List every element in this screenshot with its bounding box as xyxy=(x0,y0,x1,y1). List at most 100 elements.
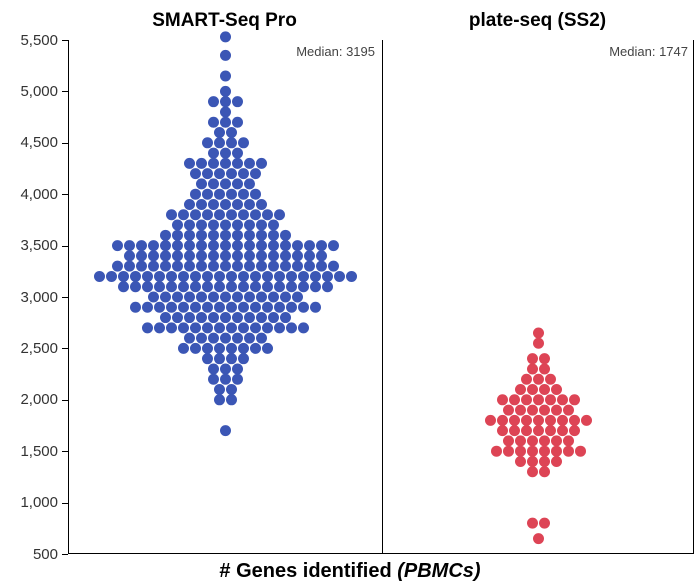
data-point xyxy=(202,353,213,364)
y-tick-label: 1,500 xyxy=(20,443,58,460)
data-point xyxy=(148,292,159,303)
data-point xyxy=(190,189,201,200)
data-point xyxy=(232,158,243,169)
data-point xyxy=(226,322,237,333)
data-point xyxy=(202,322,213,333)
data-point xyxy=(160,250,171,261)
data-point xyxy=(190,209,201,220)
data-point xyxy=(232,261,243,272)
data-point xyxy=(521,415,532,426)
data-point xyxy=(226,353,237,364)
data-point xyxy=(286,281,297,292)
data-point xyxy=(292,240,303,251)
data-point xyxy=(208,292,219,303)
data-point xyxy=(220,117,231,128)
data-point xyxy=(142,322,153,333)
data-point xyxy=(238,322,249,333)
data-point xyxy=(268,240,279,251)
data-point xyxy=(328,240,339,251)
data-point xyxy=(292,292,303,303)
y-tick xyxy=(62,503,68,504)
data-point xyxy=(551,435,562,446)
series-title-0: SMART-Seq Pro xyxy=(152,10,297,32)
data-point xyxy=(196,240,207,251)
data-point xyxy=(533,374,544,385)
data-point xyxy=(298,271,309,282)
data-point xyxy=(178,209,189,220)
data-point xyxy=(250,343,261,354)
data-point xyxy=(244,240,255,251)
y-tick xyxy=(62,91,68,92)
data-point xyxy=(178,271,189,282)
data-point xyxy=(166,271,177,282)
data-point xyxy=(220,230,231,241)
data-point xyxy=(196,333,207,344)
data-point xyxy=(220,333,231,344)
data-point xyxy=(539,405,550,416)
data-point xyxy=(256,292,267,303)
data-point xyxy=(250,168,261,179)
data-point xyxy=(244,158,255,169)
data-point xyxy=(268,220,279,231)
data-point xyxy=(226,281,237,292)
data-point xyxy=(196,292,207,303)
data-point xyxy=(268,250,279,261)
data-point xyxy=(148,240,159,251)
data-point xyxy=(124,250,135,261)
data-point xyxy=(190,322,201,333)
data-point xyxy=(166,322,177,333)
y-tick xyxy=(62,143,68,144)
data-point xyxy=(322,271,333,282)
data-point xyxy=(172,230,183,241)
data-point xyxy=(154,271,165,282)
data-point xyxy=(527,456,538,467)
data-point xyxy=(533,394,544,405)
data-point xyxy=(539,456,550,467)
data-point xyxy=(214,394,225,405)
data-point xyxy=(220,31,231,42)
data-point xyxy=(190,343,201,354)
data-point xyxy=(533,415,544,426)
data-point xyxy=(557,394,568,405)
data-point xyxy=(539,446,550,457)
data-point xyxy=(280,261,291,272)
data-point xyxy=(220,96,231,107)
y-tick xyxy=(62,194,68,195)
data-point xyxy=(527,405,538,416)
data-point xyxy=(148,250,159,261)
data-point xyxy=(208,240,219,251)
data-point xyxy=(256,158,267,169)
data-point xyxy=(220,148,231,159)
data-point xyxy=(184,240,195,251)
y-tick xyxy=(62,451,68,452)
data-point xyxy=(178,302,189,313)
data-point xyxy=(286,322,297,333)
data-point xyxy=(208,158,219,169)
data-point xyxy=(238,353,249,364)
data-point xyxy=(232,312,243,323)
data-point xyxy=(250,209,261,220)
data-point xyxy=(106,271,117,282)
data-point xyxy=(178,281,189,292)
data-point xyxy=(220,220,231,231)
data-point xyxy=(184,261,195,272)
data-point xyxy=(551,384,562,395)
data-point xyxy=(256,261,267,272)
data-point xyxy=(274,281,285,292)
data-point xyxy=(232,250,243,261)
data-point xyxy=(196,250,207,261)
data-point xyxy=(208,148,219,159)
data-point xyxy=(244,312,255,323)
data-point xyxy=(268,292,279,303)
data-point xyxy=(232,148,243,159)
data-point xyxy=(250,281,261,292)
data-point xyxy=(268,261,279,272)
data-point xyxy=(280,250,291,261)
data-point xyxy=(178,322,189,333)
data-point xyxy=(238,271,249,282)
data-point xyxy=(214,137,225,148)
series-title-1: plate-seq (SS2) xyxy=(469,10,606,32)
data-point xyxy=(172,261,183,272)
data-point xyxy=(286,271,297,282)
data-point xyxy=(274,302,285,313)
